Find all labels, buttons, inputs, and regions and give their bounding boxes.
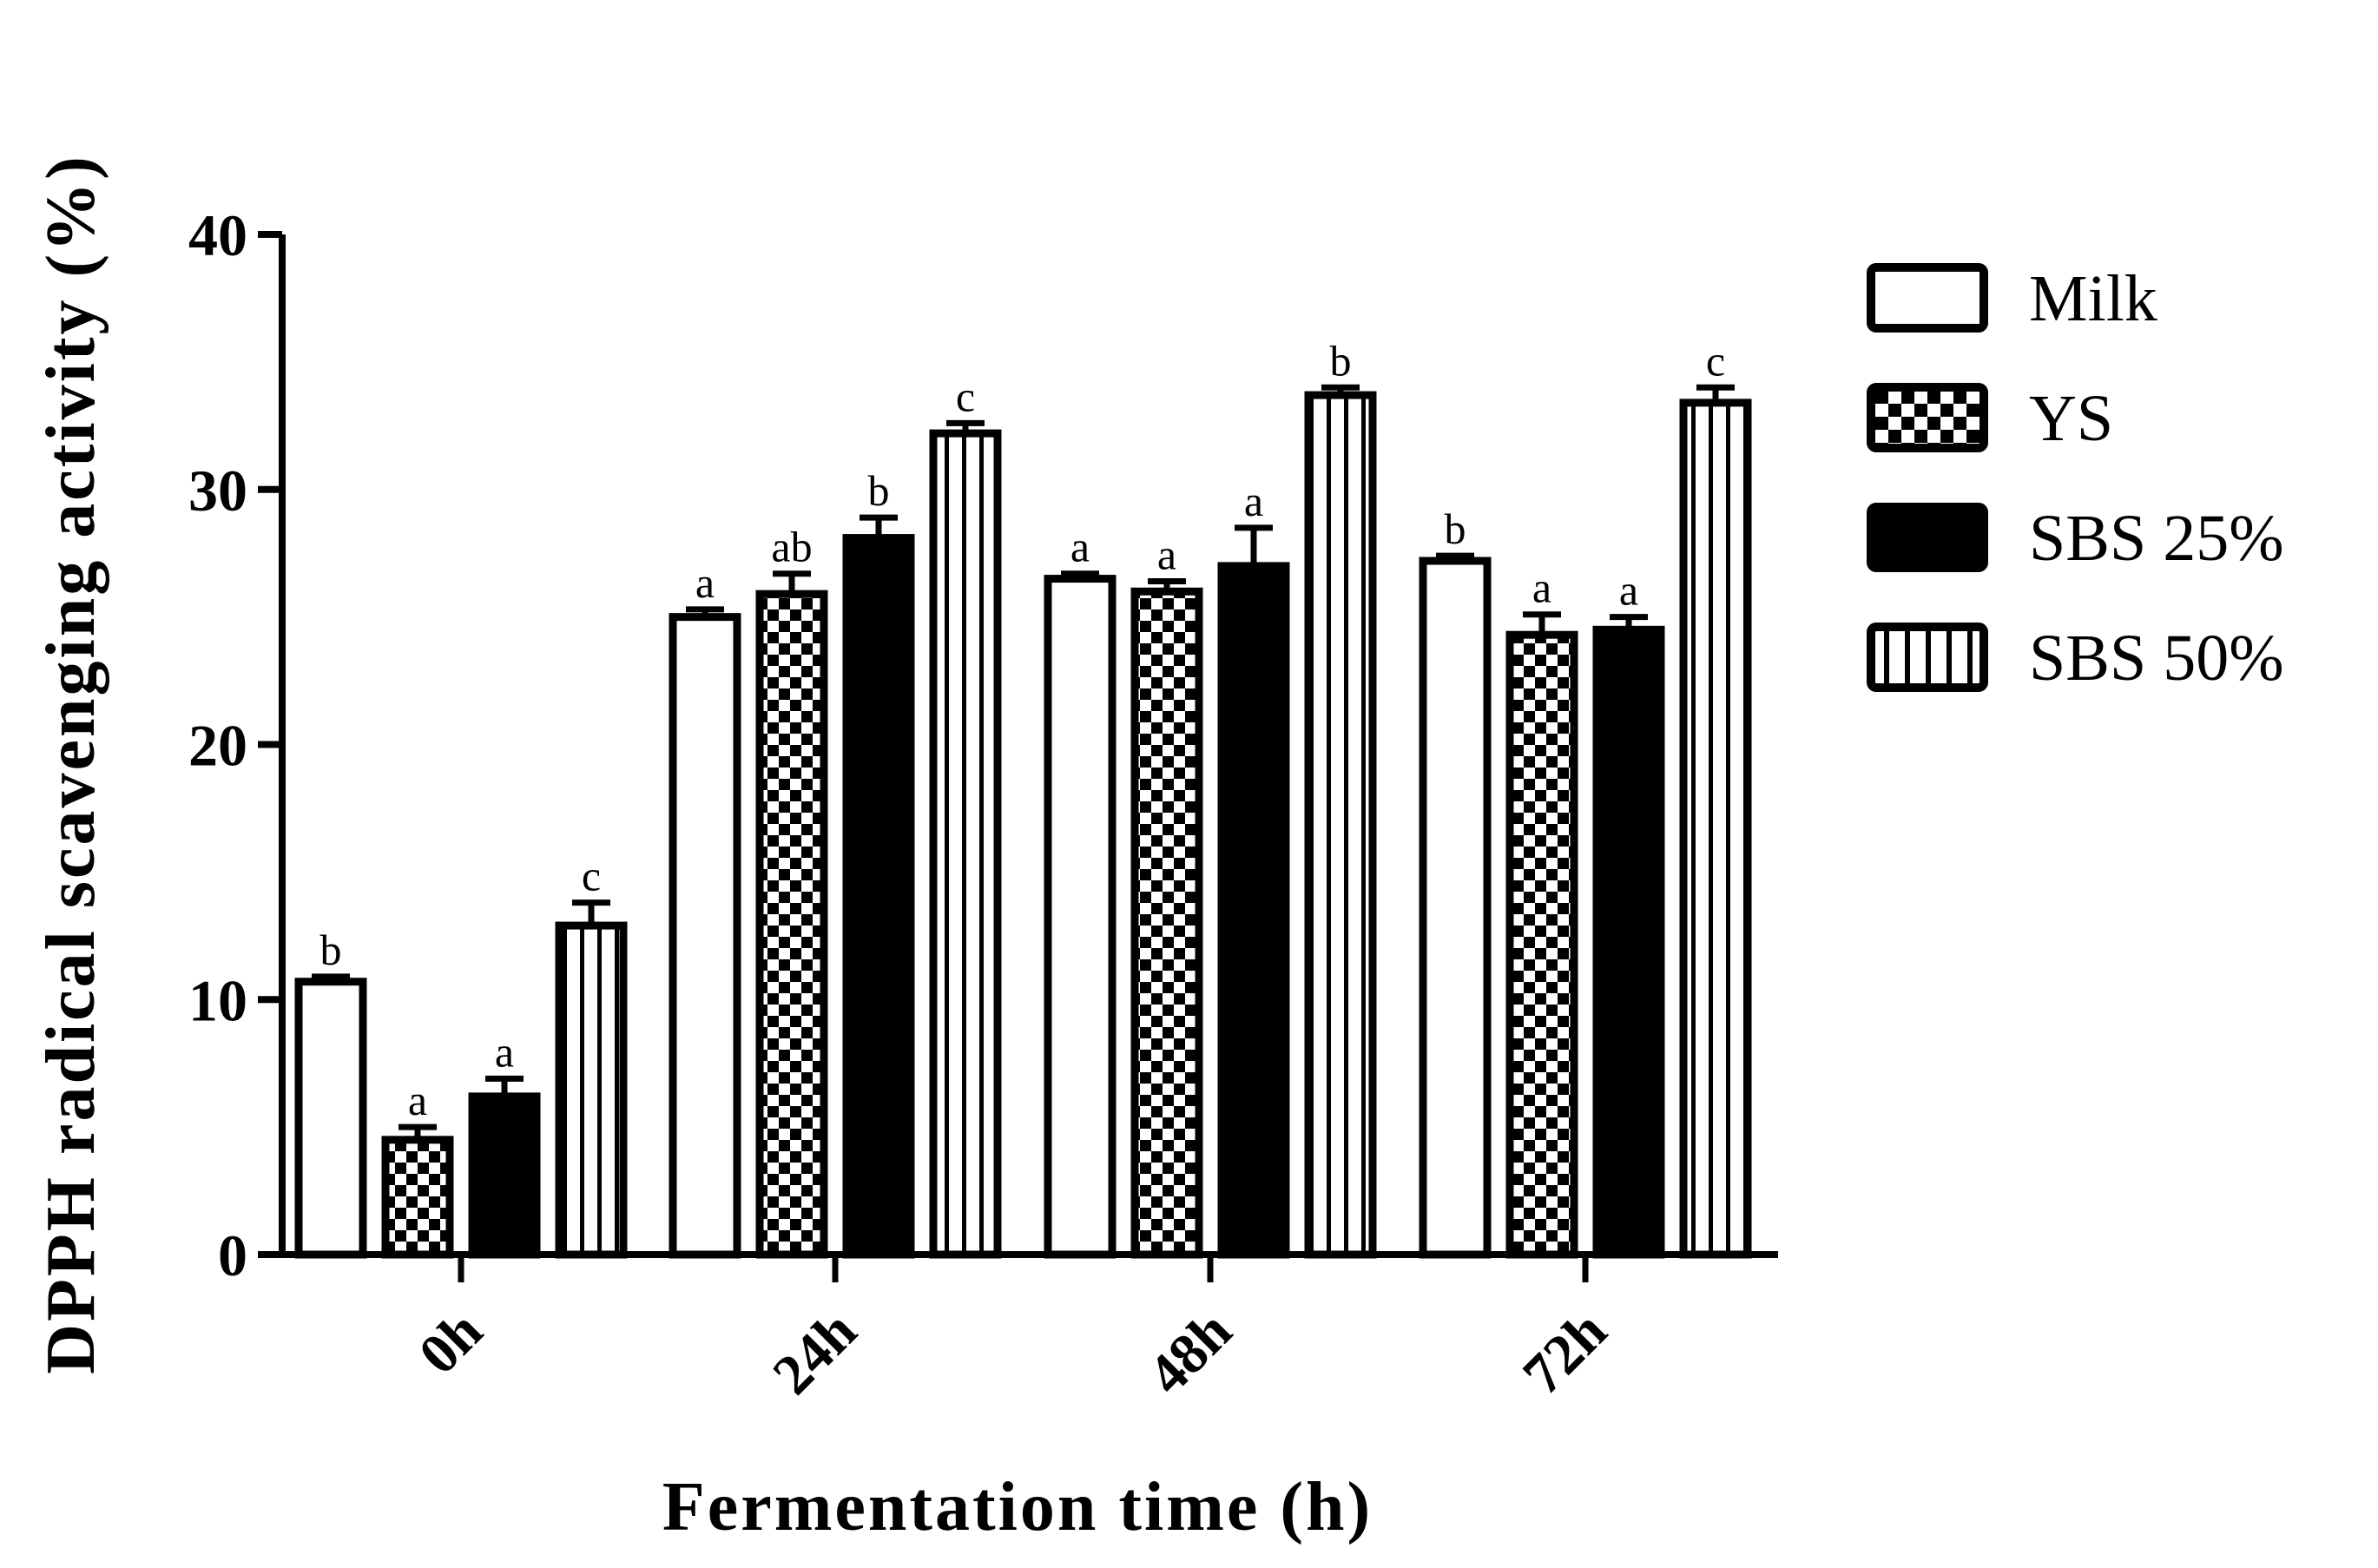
significance-letter: b [1445,504,1466,553]
y-axis-title: DPPH radical scavenging activity (%) [33,154,109,1374]
bar-sbs-50--72h [1679,399,1752,1259]
bar-sbs-50--24h [929,429,1002,1259]
legend-swatch [1867,623,1988,692]
bar-sbs-25--0h [468,1092,541,1259]
legend-swatch [1867,503,1988,572]
bar-milk-48h [1044,575,1117,1259]
significance-letter: a [1244,477,1263,525]
significance-letter: a [695,558,715,607]
bar-ys-72h [1505,630,1578,1259]
bar-milk-24h [669,613,741,1259]
bar-milk-72h [1419,557,1492,1259]
bar-milk-0h [294,978,367,1259]
significance-letter: b [868,466,890,515]
y-tick-label: 0 [218,1222,247,1288]
significance-letter: ab [771,523,812,571]
bar-ys-48h [1130,587,1203,1259]
bar-ys-0h [381,1136,454,1259]
bar-ys-24h [755,590,828,1259]
significance-letter: c [582,852,601,900]
significance-letter: a [1619,566,1638,615]
y-tick-label: 10 [188,967,247,1033]
x-tick-label: 48h [1136,1299,1243,1407]
y-tick-label: 30 [188,458,247,524]
legend-swatch [1867,383,1988,452]
bar-sbs-25--48h [1217,562,1290,1259]
significance-letter: b [1330,336,1352,385]
legend: Milk YS SBS 25% SBS 50% [1867,262,2284,695]
significance-letter: a [408,1076,427,1124]
significance-letter: a [1070,523,1090,571]
legend-label: SBS 50% [2029,622,2284,695]
significance-letter: a [1157,530,1176,579]
x-tick-label: 72h [1511,1299,1618,1407]
x-axis-title: Fermentation time (h) [662,1469,1373,1545]
legend-label: Milk [2029,262,2157,335]
bar-sbs-25--72h [1592,625,1665,1259]
significance-letter: c [956,372,975,420]
bar-sbs-50--0h [555,921,628,1259]
significance-letter: a [1532,563,1551,612]
legend-swatch [1867,263,1988,333]
x-tick-label: 24h [761,1299,868,1407]
y-tick-label: 40 [188,202,247,268]
legend-label: SBS 25% [2029,502,2284,575]
significance-letter: a [495,1027,514,1076]
x-tick-label: 0h [407,1299,495,1387]
y-tick-label: 20 [188,713,247,779]
significance-letter: c [1706,336,1725,385]
bar-sbs-25--24h [842,534,915,1259]
bar-sbs-50--48h [1304,391,1377,1259]
significance-letter: b [320,926,342,974]
legend-label: YS [2029,382,2113,455]
